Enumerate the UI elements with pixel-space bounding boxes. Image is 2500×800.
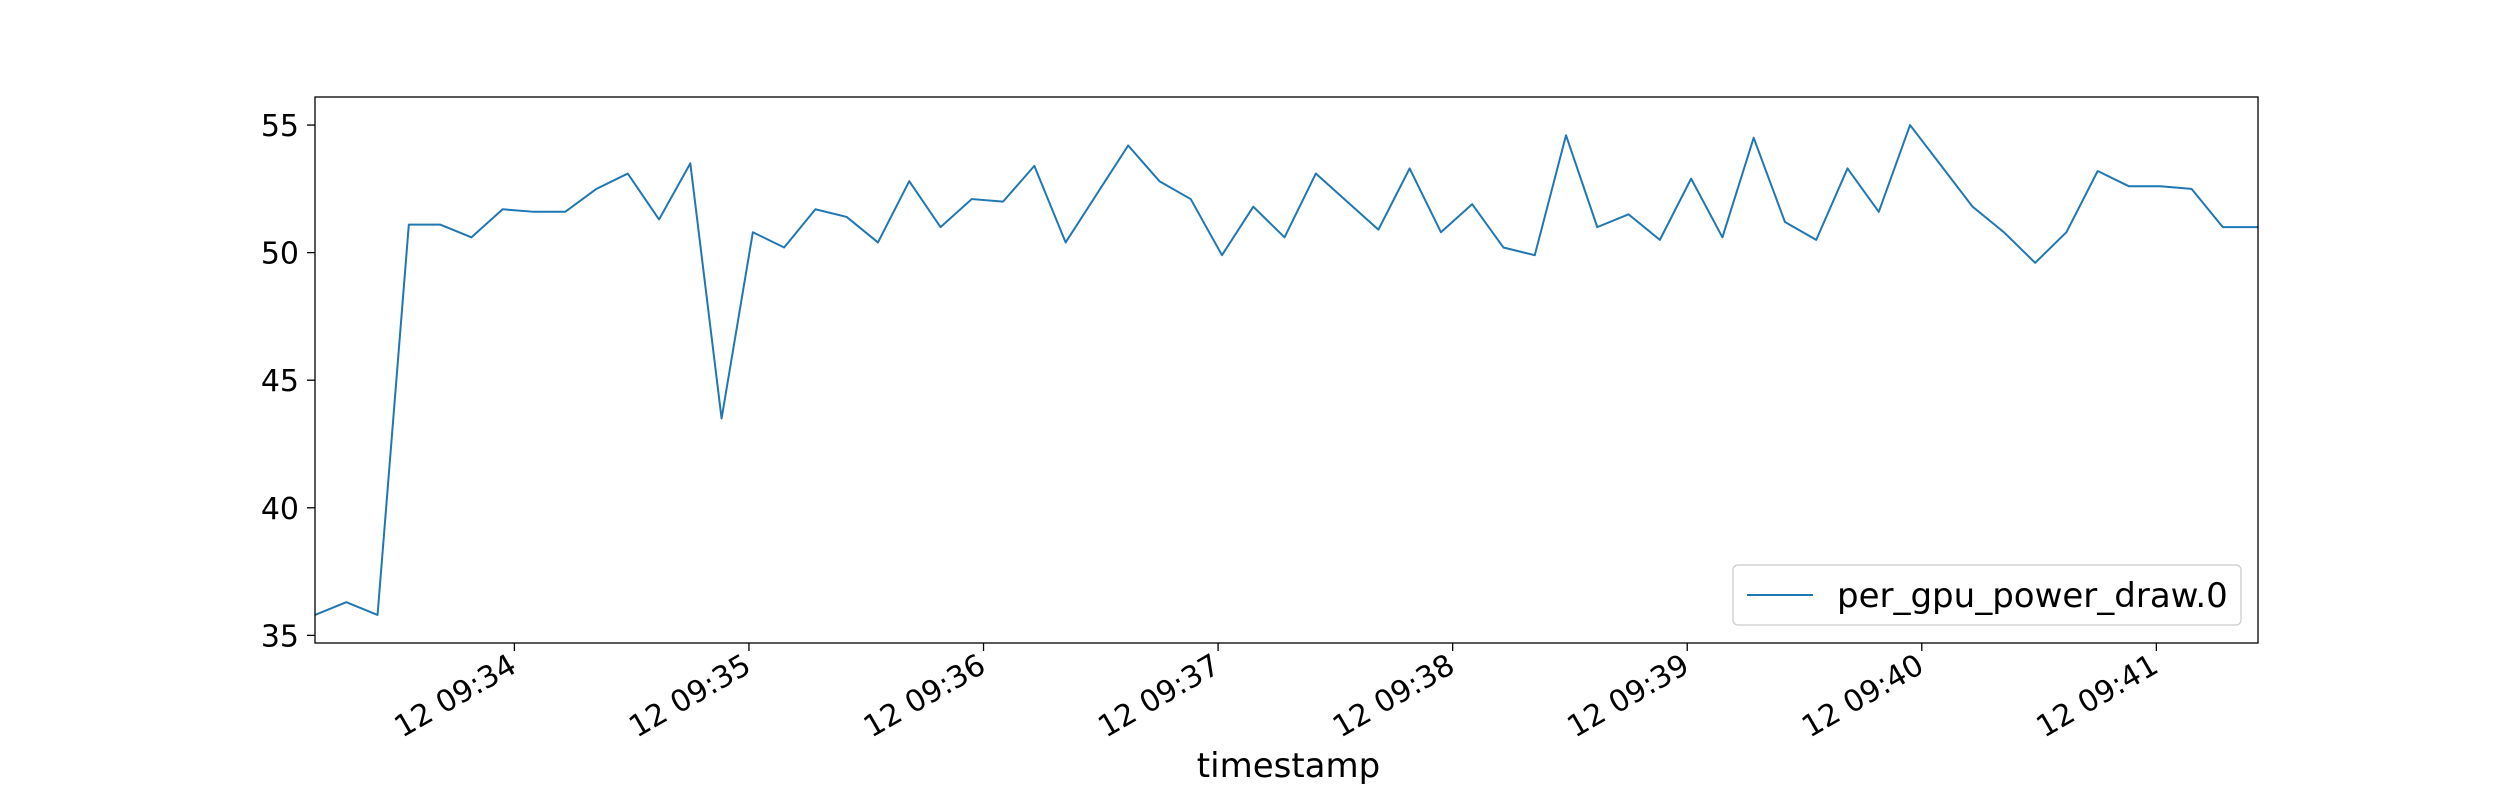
x-tick-label: 12 09:35 bbox=[623, 648, 757, 745]
y-tick-label: 40 bbox=[261, 492, 299, 527]
axes-frame bbox=[314, 96, 2259, 644]
axes: 35 40 45 50 55 12 09:34 12 09:35 12 09:36 12 09:… bbox=[261, 96, 2259, 786]
plot-area bbox=[315, 124, 2258, 616]
y-tick-label: 35 bbox=[261, 619, 299, 654]
series-line-0 bbox=[315, 124, 2258, 616]
x-tick-label: 12 09:34 bbox=[389, 648, 523, 745]
x-tick-label: 12 09:36 bbox=[858, 648, 992, 745]
legend-label-0: per_gpu_power_draw.0 bbox=[1837, 576, 2228, 616]
legend-box bbox=[1732, 564, 2242, 626]
x-tick-label: 12 09:38 bbox=[1327, 648, 1461, 745]
legend: per_gpu_power_draw.0 bbox=[1732, 564, 2242, 626]
x-tick-label: 12 09:37 bbox=[1092, 648, 1226, 745]
x-tick-label: 12 09:41 bbox=[2031, 648, 2165, 745]
y-tick-label: 55 bbox=[261, 109, 299, 144]
y-tick-label: 45 bbox=[261, 364, 299, 399]
x-tick-label: 12 09:39 bbox=[1562, 648, 1696, 745]
x-axis-title: timestamp bbox=[1197, 746, 1380, 786]
x-tick-label: 12 09:40 bbox=[1796, 648, 1930, 745]
y-tick-label: 50 bbox=[261, 237, 299, 272]
